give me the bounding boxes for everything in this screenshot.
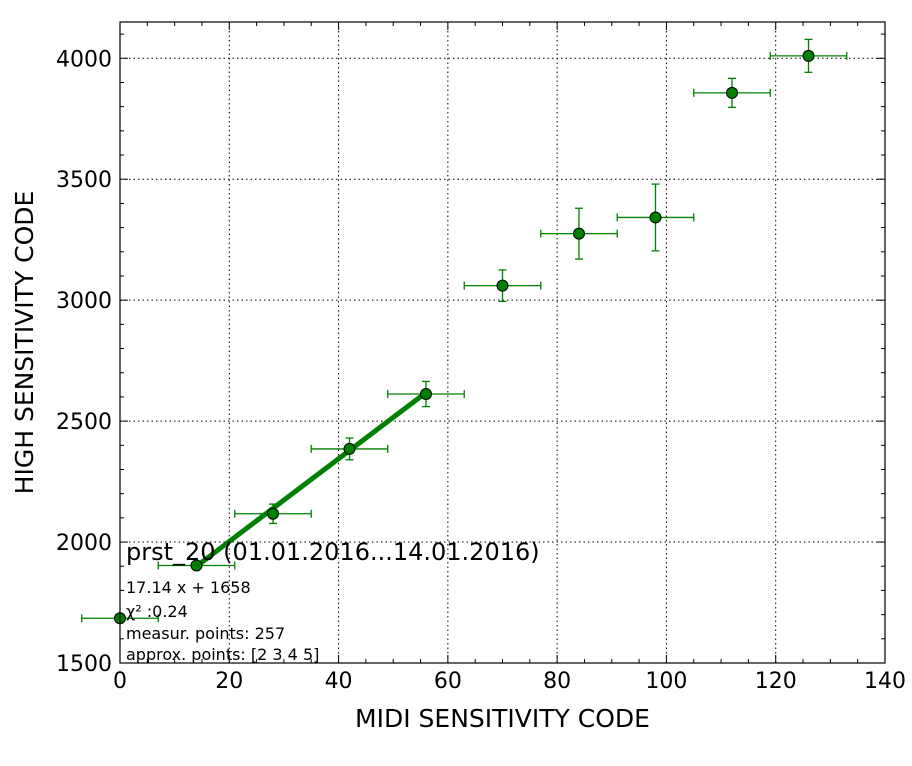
y-tick-label: 4000 bbox=[56, 47, 112, 72]
plot-frame bbox=[119, 21, 886, 664]
x-tick-label: 0 bbox=[113, 669, 127, 694]
fit-line bbox=[194, 390, 428, 569]
x-tick-label: 140 bbox=[864, 669, 906, 694]
data-point bbox=[802, 49, 815, 62]
data-point bbox=[343, 442, 356, 455]
x-tick-label: 80 bbox=[543, 669, 571, 694]
data-point bbox=[496, 279, 509, 292]
y-tick-label: 3000 bbox=[56, 289, 112, 314]
x-axis-label: MIDI SENSITIVITY CODE bbox=[355, 704, 650, 733]
measurement-points-count: measur. points: 257 bbox=[126, 624, 285, 643]
chi-square-value: χ² :0.24 bbox=[126, 602, 188, 621]
data-point bbox=[649, 211, 662, 224]
x-tick-label: 20 bbox=[215, 669, 243, 694]
y-tick-label: 2500 bbox=[56, 410, 112, 435]
data-point bbox=[573, 227, 585, 240]
x-tick-label: 100 bbox=[645, 669, 687, 694]
approx-points-list: approx. points: [2 3 4 5] bbox=[126, 645, 319, 664]
y-tick-label: 1500 bbox=[56, 652, 112, 677]
fit-equation: 17.14 x + 1658 bbox=[126, 578, 251, 597]
y-tick-label: 3500 bbox=[56, 168, 112, 193]
fit-line-group bbox=[194, 390, 428, 569]
y-axis-label: HIGH SENSITIVITY CODE bbox=[10, 191, 39, 495]
grid bbox=[120, 22, 885, 663]
data-point bbox=[267, 507, 279, 520]
data-point bbox=[420, 388, 432, 401]
data-point bbox=[726, 86, 738, 99]
x-tick-label: 40 bbox=[325, 669, 353, 694]
x-tick-label: 120 bbox=[755, 669, 797, 694]
chart-title: prst_20 (01.01.2016...14.01.2016) bbox=[126, 538, 540, 566]
ticks: 0 20 40 60 80 100 120 140 1500 2000 2500 3000 3500 40… bbox=[56, 22, 906, 694]
x-tick-label: 60 bbox=[434, 669, 462, 694]
y-tick-label: 2000 bbox=[56, 531, 112, 556]
data-point bbox=[190, 559, 203, 572]
error-bars bbox=[81, 38, 848, 623]
